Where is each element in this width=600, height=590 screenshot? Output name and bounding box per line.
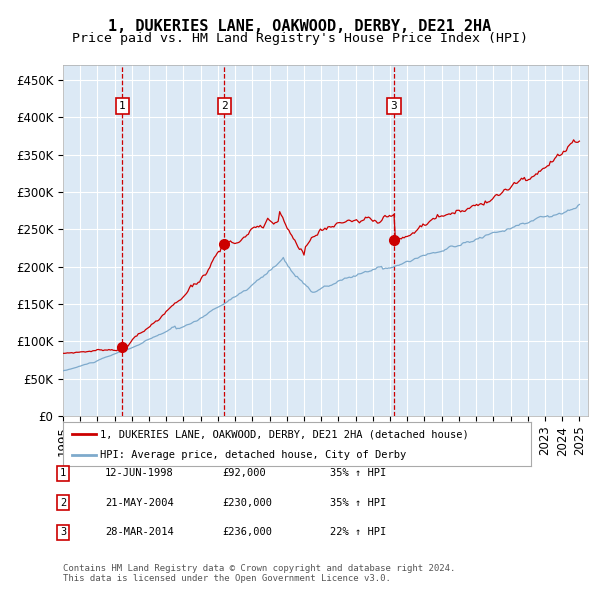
Text: 2: 2	[221, 101, 228, 111]
Text: 21-MAY-2004: 21-MAY-2004	[105, 498, 174, 507]
Text: Contains HM Land Registry data © Crown copyright and database right 2024.
This d: Contains HM Land Registry data © Crown c…	[63, 563, 455, 583]
Text: 1: 1	[60, 468, 66, 478]
Text: £236,000: £236,000	[222, 527, 272, 537]
Text: 22% ↑ HPI: 22% ↑ HPI	[330, 527, 386, 537]
Text: Price paid vs. HM Land Registry's House Price Index (HPI): Price paid vs. HM Land Registry's House …	[72, 32, 528, 45]
Text: HPI: Average price, detached house, City of Derby: HPI: Average price, detached house, City…	[100, 450, 407, 460]
Text: 3: 3	[391, 101, 397, 111]
Text: 3: 3	[60, 527, 66, 537]
Text: 28-MAR-2014: 28-MAR-2014	[105, 527, 174, 537]
Text: 12-JUN-1998: 12-JUN-1998	[105, 468, 174, 478]
Text: 1: 1	[119, 101, 125, 111]
Text: £230,000: £230,000	[222, 498, 272, 507]
Text: £92,000: £92,000	[222, 468, 266, 478]
Text: 35% ↑ HPI: 35% ↑ HPI	[330, 498, 386, 507]
Text: 1, DUKERIES LANE, OAKWOOD, DERBY, DE21 2HA: 1, DUKERIES LANE, OAKWOOD, DERBY, DE21 2…	[109, 19, 491, 34]
Text: 2: 2	[60, 498, 66, 507]
Text: 35% ↑ HPI: 35% ↑ HPI	[330, 468, 386, 478]
Text: 1, DUKERIES LANE, OAKWOOD, DERBY, DE21 2HA (detached house): 1, DUKERIES LANE, OAKWOOD, DERBY, DE21 2…	[100, 430, 469, 439]
